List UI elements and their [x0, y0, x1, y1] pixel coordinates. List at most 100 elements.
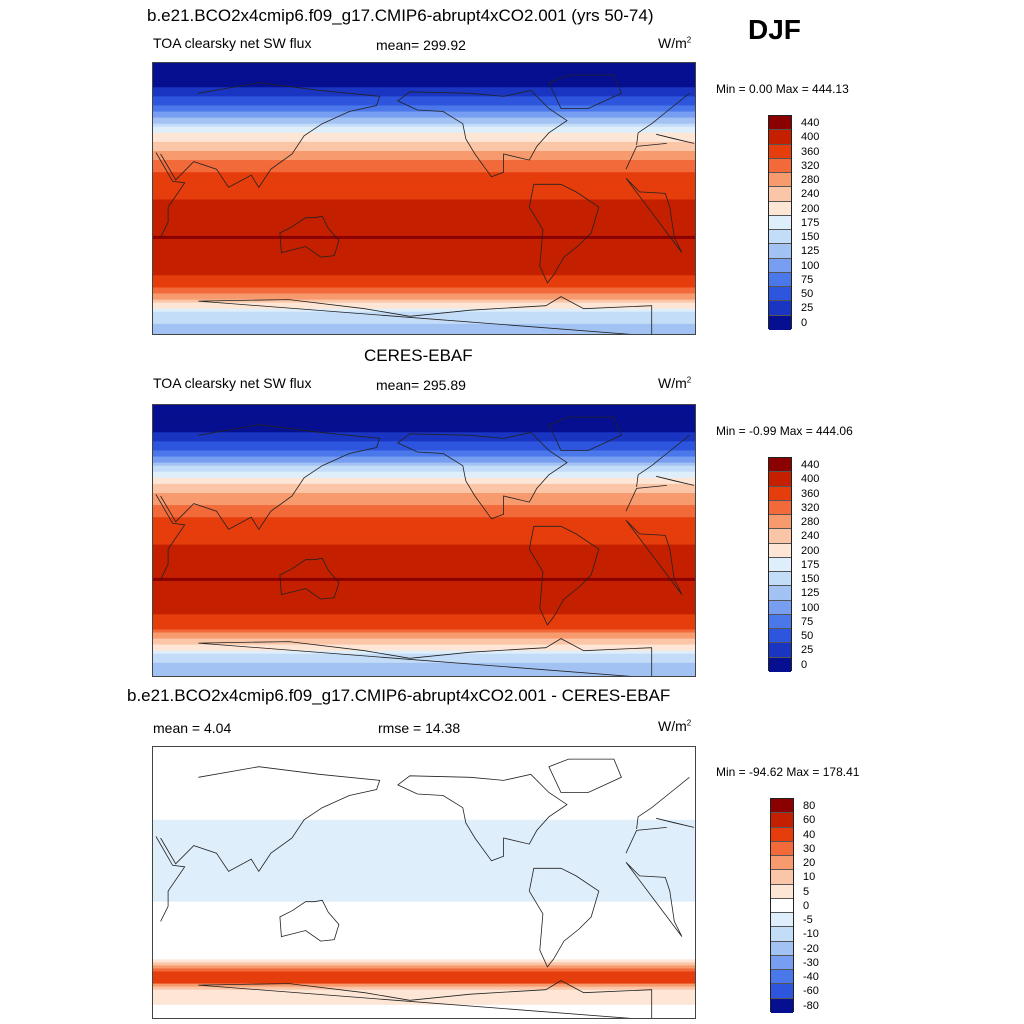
colorbar-box: [769, 472, 791, 487]
field-band: [153, 813, 695, 818]
field-band: [153, 834, 695, 839]
colorbar-label: 50: [801, 288, 814, 301]
colorbar-box: [771, 984, 793, 999]
field-band: [153, 72, 695, 76]
field-band: [153, 593, 695, 597]
field-band: [153, 795, 695, 800]
field-band: [153, 290, 695, 295]
field-band: [153, 93, 695, 97]
field-band: [153, 807, 695, 812]
field-band: [153, 783, 695, 788]
field-band: [153, 892, 695, 897]
field-band: [153, 441, 695, 446]
field-band: [153, 471, 695, 476]
field-band: [153, 414, 695, 418]
colorbar-box: [769, 529, 791, 544]
field-band: [153, 992, 695, 997]
panel-3-mean-label: mean = 4.04: [153, 720, 232, 736]
colorbar-box: [769, 543, 791, 558]
field-band: [153, 568, 695, 573]
colorbar-box: [769, 515, 791, 530]
field-band: [153, 956, 695, 960]
colorbar-label: 20: [803, 857, 816, 870]
colorbar-box: [771, 898, 793, 914]
colorbar-box: [769, 230, 791, 245]
field-band: [153, 635, 695, 640]
colorbar-box: [769, 500, 791, 516]
field-band: [153, 254, 695, 258]
field-band: [153, 798, 695, 803]
colorbar-box: [771, 941, 793, 956]
field-band: [153, 962, 695, 966]
field-band: [153, 278, 695, 282]
field-band: [153, 841, 695, 845]
field-band: [153, 232, 695, 237]
field-band: [153, 620, 695, 624]
field-band: [153, 922, 695, 927]
field-band: [153, 444, 695, 449]
colorbar-label: 125: [801, 245, 820, 258]
field-band: [153, 877, 695, 882]
field-band: [153, 260, 695, 264]
field-band: [153, 750, 695, 754]
colorbar-label: 400: [801, 473, 820, 486]
coastline-antarctica: [198, 296, 653, 334]
colorbar-box: [769, 287, 791, 302]
field-band: [153, 559, 695, 564]
field-band: [153, 822, 695, 827]
field-band: [153, 856, 695, 860]
colorbar-label: 100: [801, 601, 820, 614]
field-band: [153, 181, 695, 185]
field-band: [153, 287, 695, 292]
field-band: [153, 632, 695, 637]
coastline-australia: [279, 557, 340, 600]
colorbar-box: [769, 244, 791, 259]
colorbar-label: 200: [801, 202, 820, 215]
field-band: [153, 305, 695, 310]
colorbar-box: [769, 201, 791, 216]
field-band: [153, 599, 695, 603]
field-band: [153, 853, 695, 857]
field-band: [153, 263, 695, 267]
field-band: [153, 196, 695, 201]
field-band: [153, 929, 695, 933]
field-band: [153, 102, 695, 107]
field-band: [153, 907, 695, 912]
colorbar-label: -80: [803, 999, 819, 1012]
field-band: [153, 983, 695, 988]
field-band: [153, 238, 695, 243]
panel-2-map: [152, 404, 696, 677]
panel-2-units-label: W/m2: [658, 375, 692, 391]
colorbar-label: 75: [801, 273, 814, 286]
field-band: [153, 986, 695, 991]
coastline-greenland: [548, 758, 622, 793]
field-band: [153, 583, 695, 588]
field-band: [153, 617, 695, 621]
colorbar-label: 150: [801, 231, 820, 244]
field-band: [153, 220, 695, 225]
field-band: [153, 248, 695, 252]
colorbar-box: [771, 856, 793, 871]
field-band: [153, 532, 695, 537]
colorbar-label: -5: [803, 914, 813, 927]
field-band: [153, 208, 695, 213]
field-band: [153, 323, 695, 328]
field-band: [153, 496, 695, 500]
field-band: [153, 665, 695, 670]
field-band: [153, 762, 695, 766]
panel-1-field-svg: [153, 63, 695, 334]
field-band: [153, 556, 695, 561]
field-band: [153, 1013, 695, 1018]
field-band: [153, 768, 695, 772]
field-band: [153, 150, 695, 155]
field-band: [153, 87, 695, 91]
field-band: [153, 574, 695, 579]
panel-1-map: [152, 62, 696, 335]
field-band: [153, 147, 695, 152]
field-band: [153, 904, 695, 909]
panel-1-mean-label: mean= 299.92: [376, 37, 466, 53]
field-band: [153, 932, 695, 936]
field-band: [153, 492, 695, 497]
field-band: [153, 671, 695, 676]
colorbar-label: 40: [803, 828, 816, 841]
